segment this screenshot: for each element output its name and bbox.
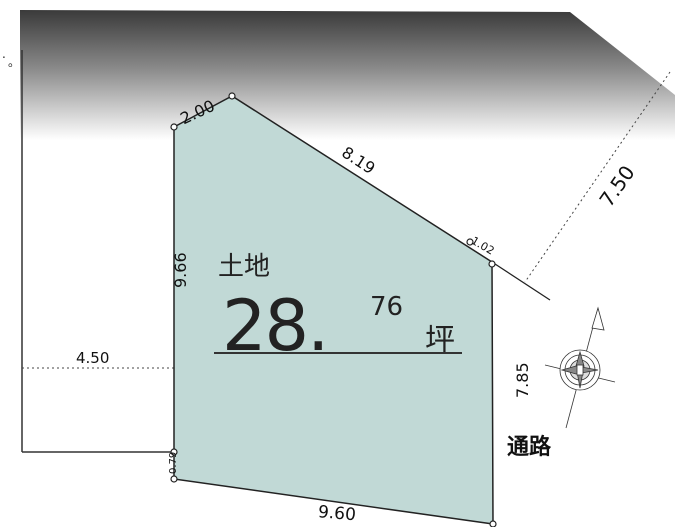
vertex [170,123,178,131]
vertex [488,260,496,268]
area-label: 土地 [218,252,270,282]
passage-label: 通路 [507,434,552,460]
road-band [20,10,675,140]
svg-text:。: 。 [8,55,20,69]
edge-extension-line [491,261,551,301]
vertex [489,520,497,527]
dim-setback: 4.50 [76,349,109,367]
vertex [466,238,474,246]
plot-vertices [170,92,497,527]
area-value-dec: 76 [370,292,403,322]
area-value-int: 28. [222,285,327,367]
vertex [228,92,236,100]
dim-diagonal-road: 7.50 [594,161,639,211]
dim-left-side: 9.66 [171,252,190,288]
dim-bottom: 9.60 [317,502,356,525]
dim-bottom-left-small: 0.79 [168,452,179,474]
dim-right-side: 7.85 [513,362,532,398]
edge-mark: . [2,47,6,61]
vertex [170,448,178,456]
compass-north-icon [544,306,616,429]
vertex [170,475,178,483]
